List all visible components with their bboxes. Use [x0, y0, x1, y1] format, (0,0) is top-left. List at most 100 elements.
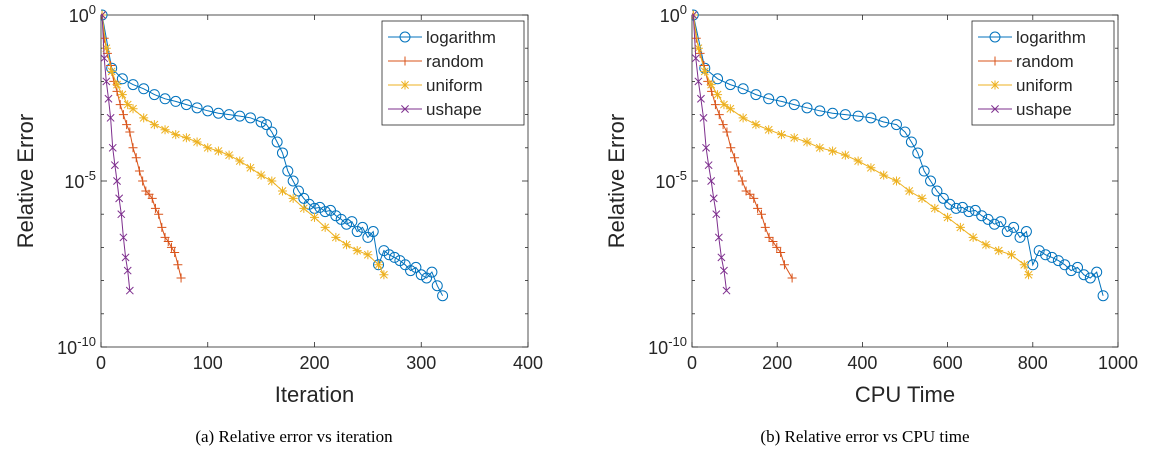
x-tick-label: 400 [847, 353, 877, 373]
data-point-uniform [719, 100, 729, 110]
data-point-logarithm [426, 266, 438, 278]
data-point-random [157, 222, 167, 232]
data-point-logarithm [282, 165, 294, 177]
data-point-logarithm [750, 89, 762, 101]
data-point-random [737, 176, 747, 186]
legend-marker-random [990, 56, 1000, 66]
data-point-uniform [267, 176, 277, 186]
data-point-uniform [310, 212, 319, 222]
data-point-uniform [764, 125, 774, 135]
data-point-logarithm [925, 175, 937, 187]
legend-label-random: random [426, 52, 484, 71]
data-point-logarithm [937, 192, 949, 204]
data-point-logarithm [127, 79, 139, 91]
y-tick-label: 100 [660, 2, 687, 26]
data-point-logarithm [905, 136, 917, 148]
data-point-uniform [160, 125, 170, 135]
x-tick-label: 0 [687, 353, 697, 373]
data-point-logarithm [1084, 272, 1096, 284]
data-point-logarithm [775, 95, 787, 107]
data-point-uniform [738, 113, 748, 123]
data-point-logarithm [330, 210, 342, 222]
data-point-random [745, 189, 755, 199]
data-point-logarithm [852, 110, 864, 122]
data-point-uniform [840, 150, 850, 160]
data-point-ushape [704, 161, 713, 170]
data-point-logarithm [223, 109, 235, 121]
data-point-ushape [101, 54, 109, 63]
data-point-uniform [853, 156, 863, 166]
data-point-ushape [102, 77, 111, 86]
data-point-random [714, 110, 724, 120]
data-point-random [733, 166, 743, 176]
data-point-random [726, 143, 736, 153]
data-point-random [787, 273, 797, 283]
data-point-logarithm [890, 119, 902, 131]
data-point-random [176, 273, 186, 283]
data-point-logarithm [389, 251, 401, 263]
data-point-logarithm [405, 265, 417, 277]
data-point-ushape [717, 253, 726, 262]
data-point-ushape [108, 143, 117, 152]
data-point-uniform [245, 163, 255, 173]
data-point-uniform [379, 270, 389, 280]
data-point-logarithm [878, 116, 890, 128]
data-point-random [749, 193, 759, 203]
data-point-uniform [331, 232, 341, 242]
legend-label-logarithm: logarithm [426, 28, 496, 47]
legend-label-ushape: ushape [426, 100, 482, 119]
data-point-uniform [891, 176, 901, 186]
data-point-logarithm [383, 249, 395, 261]
data-point-uniform [994, 246, 1004, 256]
data-point-uniform [725, 104, 735, 114]
data-point-random [138, 176, 148, 186]
legend-marker-ushape [401, 105, 409, 113]
data-point-ushape [123, 266, 132, 275]
data-point-logarithm [801, 102, 813, 114]
series-group [692, 9, 1109, 302]
x-tick-label: 300 [406, 353, 436, 373]
y-tick-label: 100 [69, 2, 96, 26]
data-point-logarithm [287, 175, 299, 187]
data-point-uniform [751, 120, 761, 130]
data-point-logarithm [346, 216, 358, 228]
data-point-uniform [203, 143, 213, 153]
data-point-logarithm [116, 73, 128, 85]
data-point-uniform [139, 113, 149, 123]
series-line-random [692, 14, 793, 279]
series-line-ushape [692, 14, 727, 291]
data-point-random [170, 248, 180, 258]
data-point-logarithm [138, 83, 150, 95]
data-point-uniform [955, 222, 965, 232]
data-point-uniform [352, 246, 362, 256]
data-point-uniform [288, 193, 298, 203]
caption-a: (a) Relative error vs iteration [195, 427, 393, 446]
data-point-random [154, 209, 164, 219]
data-point-uniform [700, 66, 710, 76]
data-point-random [118, 110, 128, 120]
series-line-ushape [101, 14, 131, 291]
data-point-uniform [149, 120, 159, 130]
data-point-logarithm [415, 269, 427, 281]
data-point-logarithm [357, 221, 369, 233]
data-point-uniform [299, 203, 309, 213]
data-point-random [730, 153, 740, 163]
legend-marker-ushape [991, 105, 999, 113]
data-point-logarithm [1033, 245, 1045, 257]
data-point-logarithm [912, 147, 924, 159]
data-point-logarithm [1046, 251, 1058, 263]
data-point-uniform [374, 260, 384, 270]
legend-marker-uniform [400, 80, 410, 90]
legend-label-random: random [1016, 52, 1074, 71]
data-point-uniform [256, 170, 266, 180]
data-point-logarithm [988, 218, 1000, 230]
data-point-logarithm [865, 112, 877, 124]
y-tick-label: 10-5 [64, 168, 96, 192]
data-point-random [772, 242, 782, 252]
x-tick-label: 100 [193, 353, 223, 373]
data-point-uniform [101, 43, 111, 53]
legend-label-ushape: ushape [1016, 100, 1072, 119]
data-point-uniform [981, 240, 991, 250]
legend-label-logarithm: logarithm [1016, 28, 1086, 47]
